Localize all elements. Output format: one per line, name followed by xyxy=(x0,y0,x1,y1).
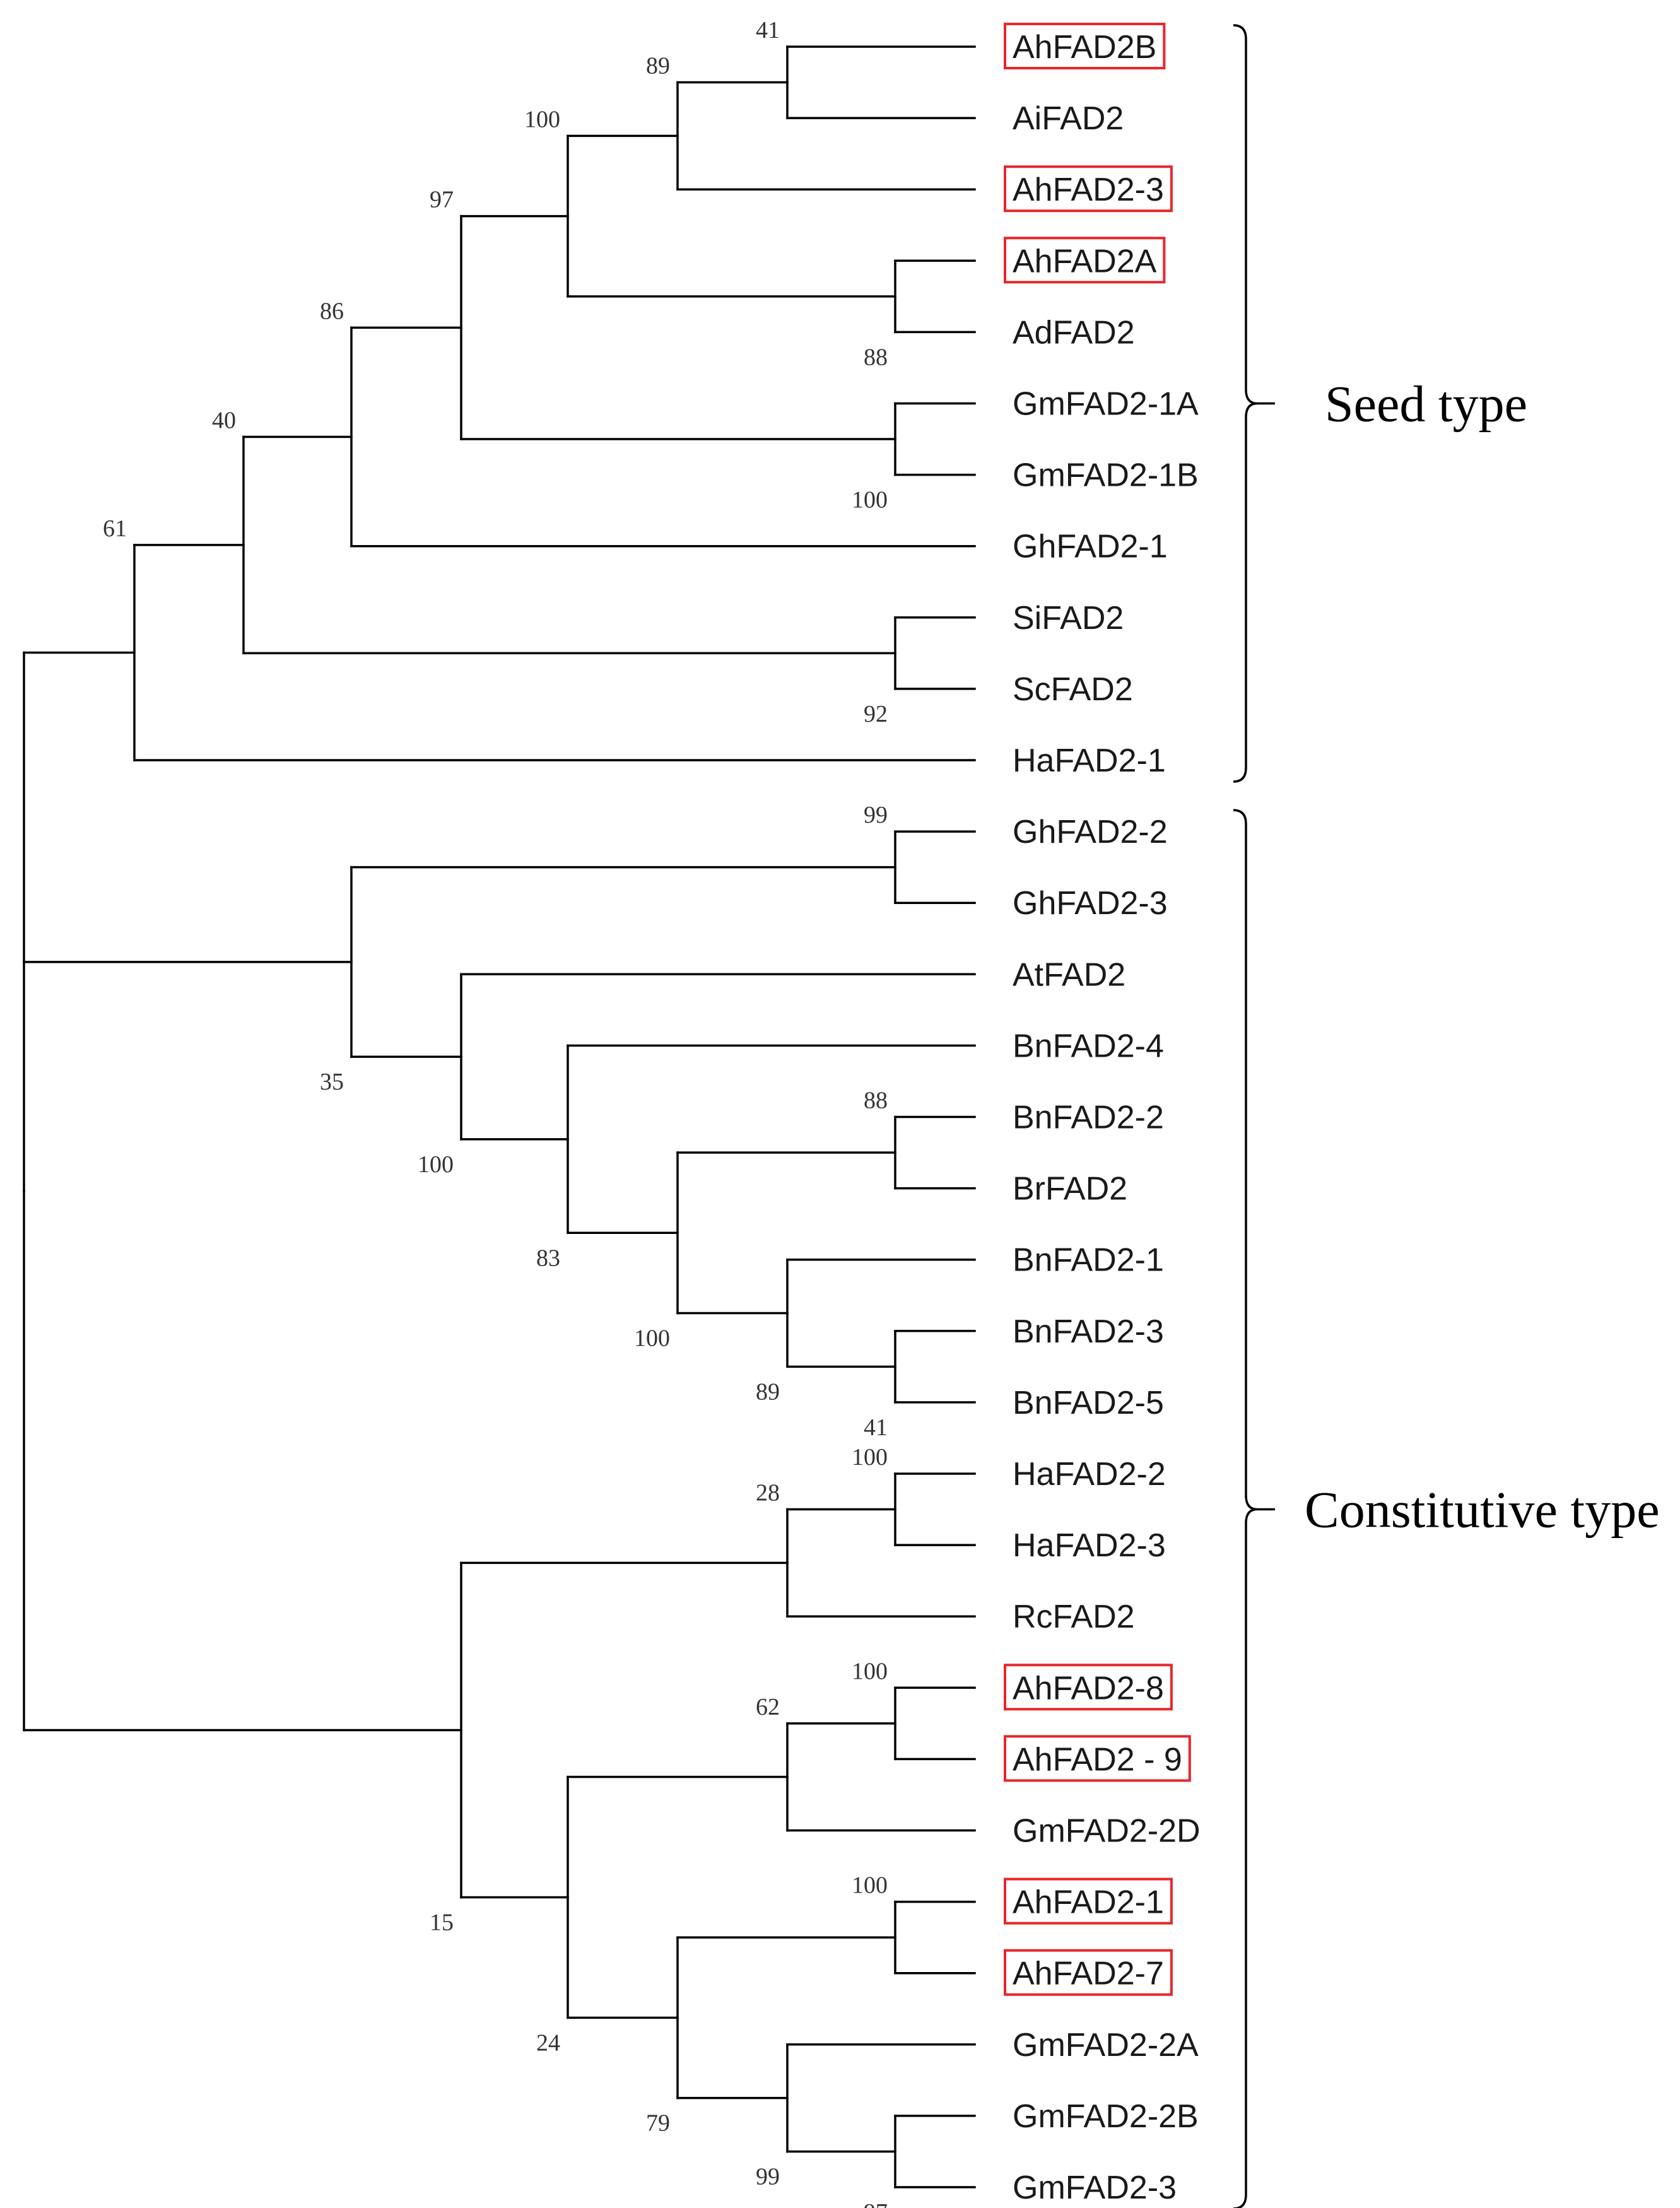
bootstrap-value: 61 xyxy=(103,515,127,542)
bootstrap-value: 100 xyxy=(852,1444,888,1471)
bootstrap-value: 79 xyxy=(646,2110,670,2137)
bootstrap-value: 100 xyxy=(852,487,888,514)
leaf-label-ahfad2-8: AhFAD2-8 xyxy=(1013,1670,1164,1706)
bootstrap-value: 100 xyxy=(634,1325,670,1352)
bootstrap-value: 97 xyxy=(864,2199,888,2208)
leaf-label-adfad2: AdFAD2 xyxy=(1013,314,1135,351)
leaf-label-aifad2: AiFAD2 xyxy=(1013,100,1124,137)
leaf-label-ahfad2-7: AhFAD2-7 xyxy=(1013,1956,1164,1992)
bootstrap-value: 99 xyxy=(756,2163,780,2190)
leaf-label-bnfad2-4: BnFAD2-4 xyxy=(1013,1028,1164,1064)
bootstrap-value: 89 xyxy=(646,53,670,79)
leaf-label-gmfad2-2a: GmFAD2-2A xyxy=(1013,2027,1199,2064)
leaf-label-gmfad2-3: GmFAD2-3 xyxy=(1013,2170,1177,2206)
bootstrap-value: 41 xyxy=(756,17,780,44)
leaf-label-ahfad2-1: AhFAD2-1 xyxy=(1013,1884,1164,1921)
leaf-label-ahfad2-3: AhFAD2-3 xyxy=(1013,172,1164,208)
bootstrap-value: 100 xyxy=(852,1872,888,1899)
leaf-label-hafad2-2: HaFAD2-2 xyxy=(1013,1456,1166,1493)
highlight-box xyxy=(1004,165,1173,213)
leaf-label-gmfad2-2d: GmFAD2-2D xyxy=(1013,1813,1201,1850)
bootstrap-value: 24 xyxy=(536,2029,560,2056)
leaf-label-rcfad2: RcFAD2 xyxy=(1013,1599,1135,1635)
leaf-label-ghfad2-2: GhFAD2-2 xyxy=(1013,814,1168,850)
leaf-label-bnfad2-3: BnFAD2-3 xyxy=(1013,1313,1164,1350)
bootstrap-value: 41 xyxy=(864,1414,888,1441)
bootstrap-value: 28 xyxy=(756,1480,780,1506)
bootstrap-value: 40 xyxy=(212,408,236,434)
leaf-label-bnfad2-1: BnFAD2-1 xyxy=(1013,1242,1164,1279)
leaf-label-ahfad2a: AhFAD2A xyxy=(1013,243,1157,279)
highlight-box xyxy=(1004,1735,1191,1782)
bootstrap-value: 99 xyxy=(864,802,888,828)
leaf-label-bnfad2-2: BnFAD2-2 xyxy=(1013,1100,1164,1136)
bootstrap-value: 83 xyxy=(536,1245,560,1271)
leaf-label-atfad2: AtFAD2 xyxy=(1013,956,1125,993)
leaf-label-ghfad2-3: GhFAD2-3 xyxy=(1013,885,1168,922)
highlight-box xyxy=(1004,1664,1173,1711)
bootstrap-value: 86 xyxy=(320,298,344,324)
bootstrap-value: 88 xyxy=(864,1088,888,1114)
highlight-box xyxy=(1004,23,1166,69)
bootstrap-value: 92 xyxy=(864,701,888,727)
leaf-label-hafad2-1: HaFAD2-1 xyxy=(1013,743,1166,779)
bootstrap-value: 100 xyxy=(852,1658,888,1684)
group-bracket-constitutive-type xyxy=(1233,809,1258,2208)
group-label-constitutive-type: Constitutive type xyxy=(1305,1481,1660,1539)
leaf-label-scfad2: ScFAD2 xyxy=(1013,671,1133,708)
highlight-box xyxy=(1004,1877,1173,1925)
leaf-label-sifad2: SiFAD2 xyxy=(1013,600,1124,637)
leaf-label-gmfad2-1a: GmFAD2-1A xyxy=(1013,386,1199,423)
bootstrap-value: 62 xyxy=(756,1694,780,1720)
bootstrap-value: 35 xyxy=(320,1069,344,1095)
leaf-label-gmfad2-1b: GmFAD2-1B xyxy=(1013,457,1199,494)
leaf-label-ahfad2-9: AhFAD2 - 9 xyxy=(1013,1741,1182,1778)
leaf-label-hafad2-3: HaFAD2-3 xyxy=(1013,1527,1166,1564)
bootstrap-value: 89 xyxy=(756,1378,780,1405)
leaf-label-ghfad2-1: GhFAD2-1 xyxy=(1013,529,1168,565)
group-bracket-seed-type xyxy=(1233,24,1258,783)
bootstrap-value: 88 xyxy=(864,344,888,370)
leaf-label-gmfad2-2b: GmFAD2-2B xyxy=(1013,2098,1199,2135)
bootstrap-value: 100 xyxy=(524,106,560,132)
bootstrap-value: 97 xyxy=(430,187,454,213)
highlight-box xyxy=(1004,1949,1173,1996)
leaf-label-bnfad2-5: BnFAD2-5 xyxy=(1013,1385,1164,1421)
bootstrap-value: 100 xyxy=(418,1151,454,1178)
leaf-label-brfad2: BrFAD2 xyxy=(1013,1171,1127,1207)
leaf-label-ahfad2b: AhFAD2B xyxy=(1013,29,1156,66)
highlight-box xyxy=(1004,237,1166,284)
group-label-seed-type: Seed type xyxy=(1325,375,1527,433)
bootstrap-value: 15 xyxy=(430,1910,454,1936)
